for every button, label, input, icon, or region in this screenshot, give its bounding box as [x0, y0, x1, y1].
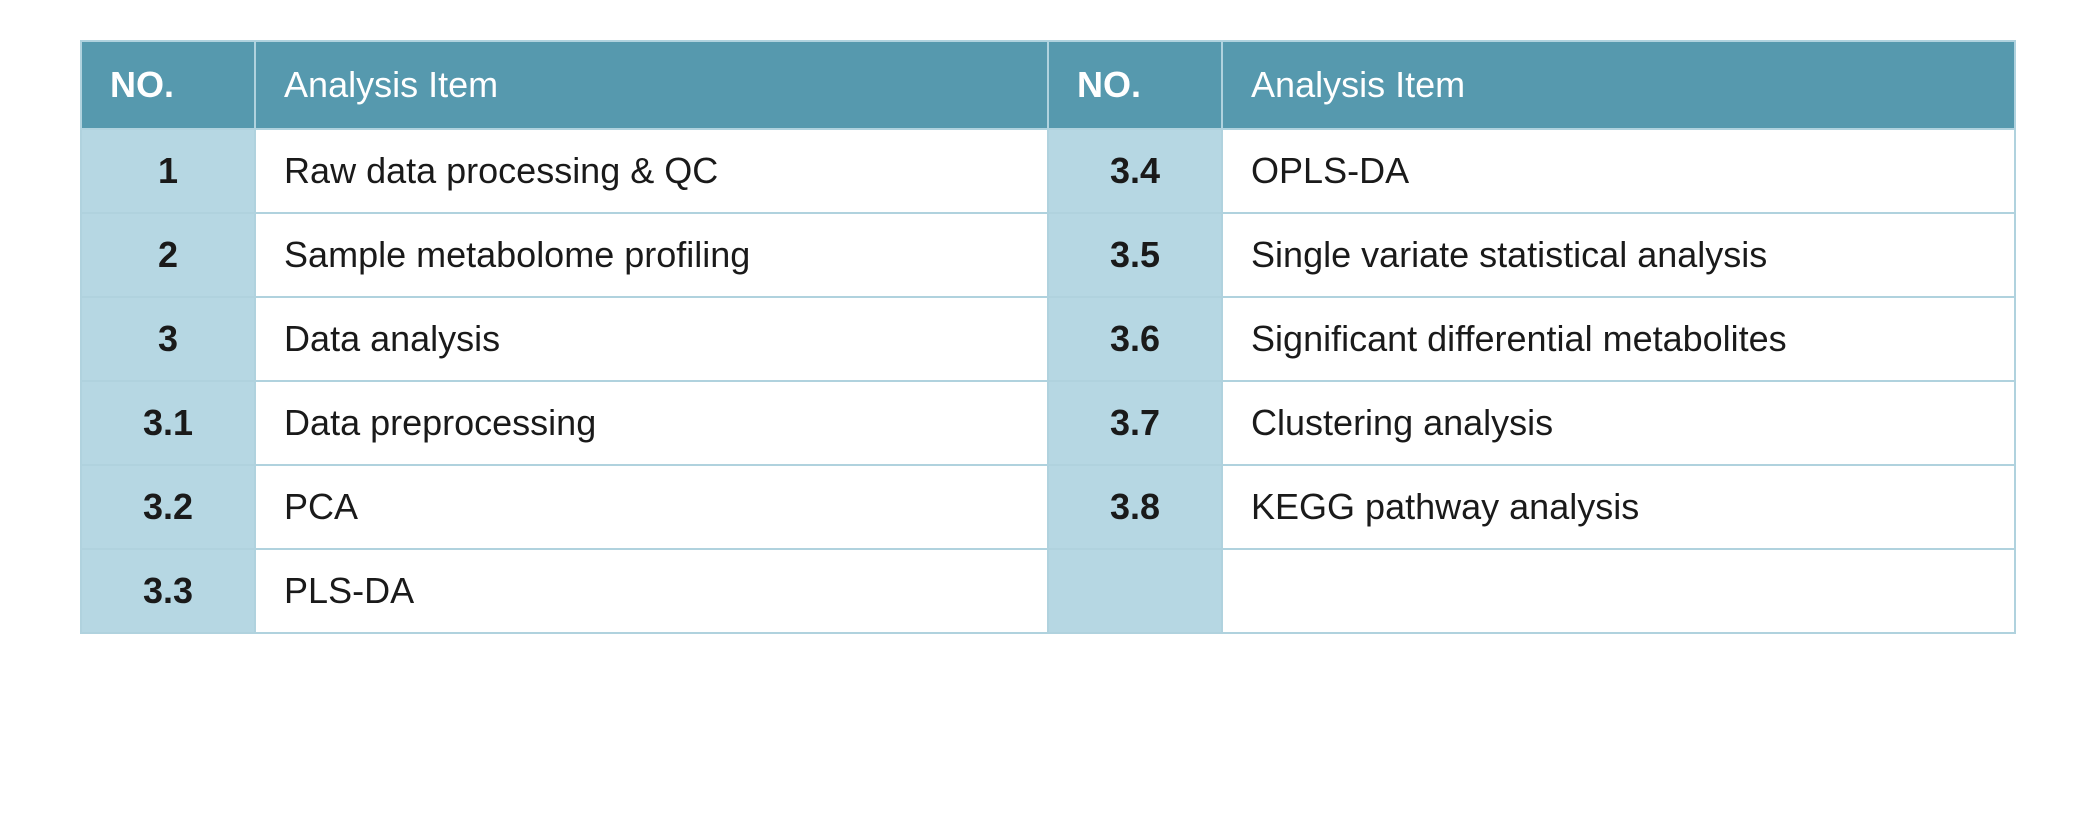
cell-no: 1	[81, 129, 255, 213]
table-row: 2Sample metabolome profiling3.5Single va…	[81, 213, 2015, 297]
table-row: 1Raw data processing & QC3.4OPLS-DA	[81, 129, 2015, 213]
cell-no: 3.6	[1048, 297, 1222, 381]
table-body: 1Raw data processing & QC3.4OPLS-DA2Samp…	[81, 129, 2015, 633]
cell-item: Single variate statistical analysis	[1222, 213, 2015, 297]
cell-item: Data analysis	[255, 297, 1048, 381]
cell-item: PLS-DA	[255, 549, 1048, 633]
header-item-2: Analysis Item	[1222, 41, 2015, 129]
header-no-1: NO.	[81, 41, 255, 129]
header-no-2: NO.	[1048, 41, 1222, 129]
cell-no: 2	[81, 213, 255, 297]
cell-no: 3.7	[1048, 381, 1222, 465]
cell-no: 3.8	[1048, 465, 1222, 549]
cell-no: 3.4	[1048, 129, 1222, 213]
table-row: 3.1Data preprocessing3.7Clustering analy…	[81, 381, 2015, 465]
cell-item: Raw data processing & QC	[255, 129, 1048, 213]
cell-item: Sample metabolome profiling	[255, 213, 1048, 297]
cell-item: PCA	[255, 465, 1048, 549]
cell-no: 3	[81, 297, 255, 381]
cell-no: 3.5	[1048, 213, 1222, 297]
cell-item: OPLS-DA	[1222, 129, 2015, 213]
table-row: 3Data analysis3.6Significant differentia…	[81, 297, 2015, 381]
analysis-items-table: NO. Analysis Item NO. Analysis Item 1Raw…	[80, 40, 2016, 634]
cell-item	[1222, 549, 2015, 633]
table-header-row: NO. Analysis Item NO. Analysis Item	[81, 41, 2015, 129]
table-row: 3.3PLS-DA	[81, 549, 2015, 633]
cell-no: 3.2	[81, 465, 255, 549]
cell-item: Data preprocessing	[255, 381, 1048, 465]
header-item-1: Analysis Item	[255, 41, 1048, 129]
cell-item: Clustering analysis	[1222, 381, 2015, 465]
cell-no: 3.1	[81, 381, 255, 465]
cell-item: Significant differential metabolites	[1222, 297, 2015, 381]
table-row: 3.2PCA3.8KEGG pathway analysis	[81, 465, 2015, 549]
cell-no	[1048, 549, 1222, 633]
cell-no: 3.3	[81, 549, 255, 633]
cell-item: KEGG pathway analysis	[1222, 465, 2015, 549]
